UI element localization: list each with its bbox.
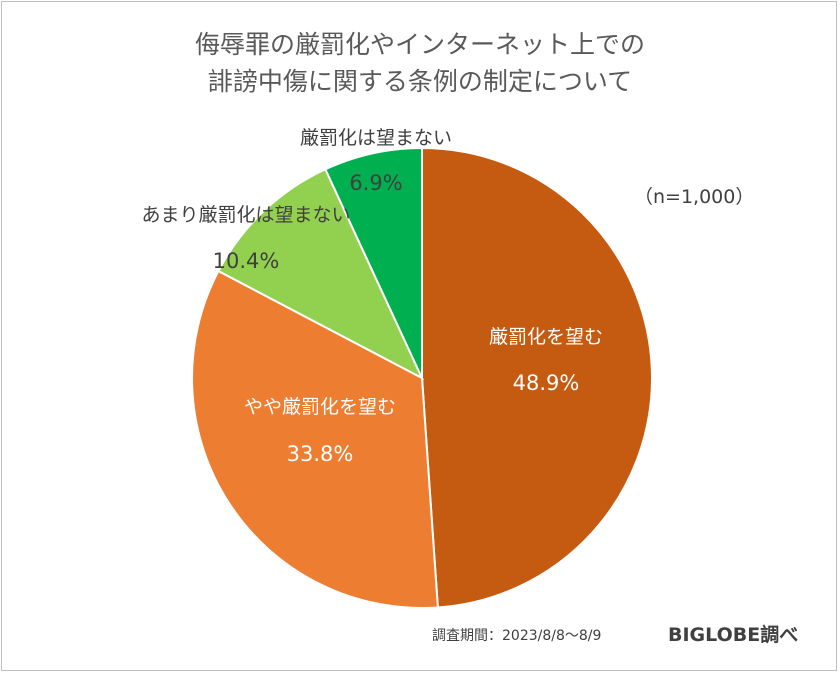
slice-value-label: 33.8% <box>287 442 354 466</box>
slice-value-label: 6.9% <box>349 171 402 195</box>
sample-size-label: （n=1,000） <box>634 186 755 208</box>
slice-label: やや厳罰化を望む <box>244 396 396 418</box>
slice-severe-punishment <box>421 146 653 609</box>
source-credit: BIGLOBE調べ <box>668 624 799 646</box>
chart-title-line-1: 侮辱罪の厳罰化やインターネット上での <box>194 30 645 59</box>
chart-title-line-2: 誹謗中傷に関する条例の制定について <box>207 67 633 96</box>
slice-value-label: 48.9% <box>513 371 580 395</box>
slice-somewhat-severe <box>191 269 439 609</box>
slice-value-label: 10.4% <box>213 249 280 273</box>
slice-label: 厳罰化を望む <box>489 326 603 348</box>
slice-label: 厳罰化は望まない <box>300 127 452 149</box>
chart-title: 侮辱罪の厳罰化やインターネット上での 誹謗中傷に関する条例の制定について <box>2 26 838 100</box>
slice-not-much-desired <box>217 167 425 381</box>
slice-not-desired <box>324 146 423 379</box>
survey-period: 調査期間：2023/8/8～8/9 <box>432 628 602 644</box>
slice-label: あまり厳罰化は望まない <box>141 204 350 226</box>
